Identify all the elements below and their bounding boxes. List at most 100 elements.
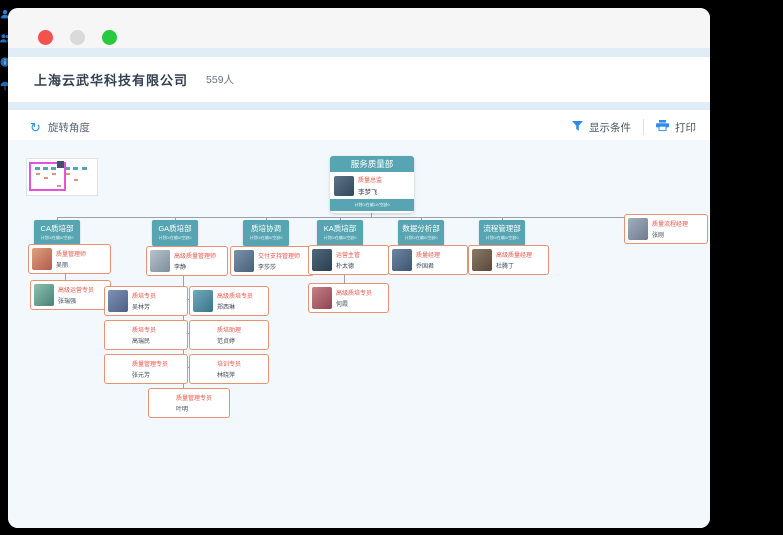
employee-title: 高级质培专员 (217, 294, 254, 300)
root-dept-name: 服务质量部 (330, 156, 414, 172)
connector-line (344, 272, 345, 284)
connector-line (183, 246, 184, 388)
headcount-label: 559人 (206, 74, 235, 86)
maximize-window-button[interactable] (102, 30, 117, 45)
avatar-icon (0, 6, 10, 23)
org-employee-card[interactable]: 高级质量经理 杜腾丁 (468, 245, 549, 275)
org-employee-card[interactable]: 高级质培专员 何霞 (308, 283, 389, 313)
button-icon: + (0, 120, 10, 137)
employee-name: 叶明 (176, 407, 189, 413)
display-conditions-label: 显示条件 (589, 121, 631, 134)
dept-name: 质培协调 (251, 224, 281, 233)
employee-title: 运营主管 (336, 253, 361, 259)
employee-photo (150, 250, 170, 272)
org-employee-card[interactable]: 质培助理 范贞婷 (189, 320, 269, 350)
employee-photo (32, 248, 52, 270)
dept-node[interactable]: 数据分析部 计划0/在编0/空缺0 (398, 220, 444, 246)
employee-photo (193, 358, 213, 380)
employee-name: 李梦飞 (358, 189, 378, 196)
dept-node[interactable]: 流程管理部 计划0/在编0/空缺0 (479, 220, 525, 246)
filter-funnel-icon[interactable]: ▼ (0, 526, 16, 535)
employee-photo (108, 324, 128, 346)
employee-photo (108, 358, 128, 380)
employee-name: 张元芳 (132, 373, 151, 379)
dept-name: KA质培部 (323, 224, 357, 233)
close-window-button[interactable] (38, 30, 53, 45)
dept-name: GA质培部 (158, 224, 192, 233)
employee-title: 高级质量经理 (496, 253, 533, 259)
employee-photo (312, 249, 332, 271)
org-employee-card[interactable]: 质量流程经理 张刚 (624, 214, 708, 244)
rotate-label: 旋转角度 (47, 121, 90, 134)
employee-photo (234, 250, 254, 272)
minimap[interactable] (26, 158, 98, 196)
org-employee-card[interactable]: 质量经理 乔国君 (388, 245, 468, 275)
employee-photo (628, 218, 648, 240)
employee-photo (193, 290, 213, 312)
connector-line (57, 217, 58, 221)
print-button[interactable]: 打印 (656, 118, 696, 136)
dept-node[interactable]: GA质培部 计划0/在编0/空缺0 (152, 220, 198, 246)
org-root-node[interactable]: 服务质量部 质量总监 李梦飞 计划0/在编10/空缺0 (330, 156, 414, 213)
employee-title: 质量总监 (358, 178, 383, 184)
dept-meta: 计划0/在编0/空缺0 (40, 235, 74, 240)
org-employee-card[interactable]: 培训专员 林晓萍 (189, 354, 269, 384)
umbrella-icon (0, 78, 10, 95)
rotate-angle-button[interactable]: ↻ 旋转角度 (30, 114, 90, 140)
org-employee-card[interactable]: 运营主管 朴太德 (308, 245, 389, 275)
employee-title: 质培专员 (132, 328, 157, 334)
employee-name: 李莎莎 (258, 265, 277, 271)
divider-band (8, 102, 710, 110)
root-headcount-meta: 计划0/在编10/空缺0 (330, 199, 414, 211)
minimize-window-button[interactable] (70, 30, 85, 45)
employee-title: 质量管理专员 (176, 396, 213, 402)
org-employee-card[interactable]: 质培专员 吴林芳 (104, 286, 188, 316)
employee-photo (108, 290, 128, 312)
dept-meta: 计划0/在编0/空缺0 (404, 235, 438, 240)
column-header[interactable]: ▼入职日期▲▼ (0, 526, 783, 535)
employee-title: 高级运营专员 (58, 288, 95, 294)
employee-photo (34, 284, 54, 306)
org-employee-card[interactable]: 质量管理师 吴丽 (28, 244, 111, 274)
org-employee-card[interactable]: 高级质量管理师 李静 (146, 246, 228, 276)
dept-meta: 计划0/在编0/空缺0 (249, 235, 283, 240)
dept-meta: 计划0/在编0/空缺0 (158, 235, 192, 240)
display-conditions-button[interactable]: 显示条件 (572, 118, 631, 136)
org-chart-canvas[interactable]: 服务质量部 质量总监 李梦飞 计划0/在编10/空缺0 CA质培部 计划0/在编… (8, 140, 710, 528)
employee-name: 朴太德 (336, 264, 355, 270)
page-header: 上海云武华科技有限公司 559人 (34, 57, 684, 102)
filter-funnel-icon (572, 118, 583, 136)
connector-line (175, 217, 176, 221)
employee-title: 质量管理专员 (132, 362, 169, 368)
toolbar-divider (643, 119, 644, 135)
connector-line (502, 217, 503, 221)
employee-title: 质量管理师 (56, 252, 87, 258)
dept-node[interactable]: 质培协调 计划0/在编0/空缺0 (243, 220, 289, 246)
divider-band (8, 48, 710, 57)
org-employee-card[interactable]: 高级运营专员 张瑞强 (30, 280, 111, 310)
org-employee-card[interactable]: 质培专员 高瑞民 (104, 320, 188, 350)
print-label: 打印 (675, 121, 696, 134)
canvas-toolbar-right: 显示条件 打印 (572, 114, 696, 140)
employee-name: 张瑞强 (58, 299, 77, 305)
org-employee-card[interactable]: 交付支持管理师 李莎莎 (230, 246, 314, 276)
employee-title: 高级质培专员 (336, 291, 373, 297)
dept-node[interactable]: CA质培部 计划0/在编0/空缺0 (34, 220, 80, 246)
employee-title: 质培专员 (132, 294, 157, 300)
employee-name: 李静 (174, 265, 187, 271)
employee-name: 张刚 (652, 233, 665, 239)
org-employee-card[interactable]: 高级质培专员 郑西琳 (189, 286, 269, 316)
connector-line (266, 217, 267, 221)
dept-meta: 计划0/在编0/空缺0 (323, 235, 357, 240)
employee-name: 林晓萍 (217, 373, 236, 379)
employee-photo (334, 175, 354, 196)
filter-select-1[interactable]: ▾ (0, 166, 9, 183)
info-icon (0, 54, 10, 71)
org-employee-card[interactable]: 质量管理专员 张元芳 (104, 354, 188, 384)
window-titlebar (8, 8, 710, 49)
dept-name: 流程管理部 (483, 224, 521, 233)
org-employee-card[interactable]: 质量管理专员 叶明 (148, 388, 230, 418)
dept-name: 数据分析部 (402, 224, 440, 233)
minimap-viewport[interactable] (29, 162, 66, 191)
dept-node[interactable]: KA质培部 计划0/在编0/空缺0 (317, 220, 363, 246)
